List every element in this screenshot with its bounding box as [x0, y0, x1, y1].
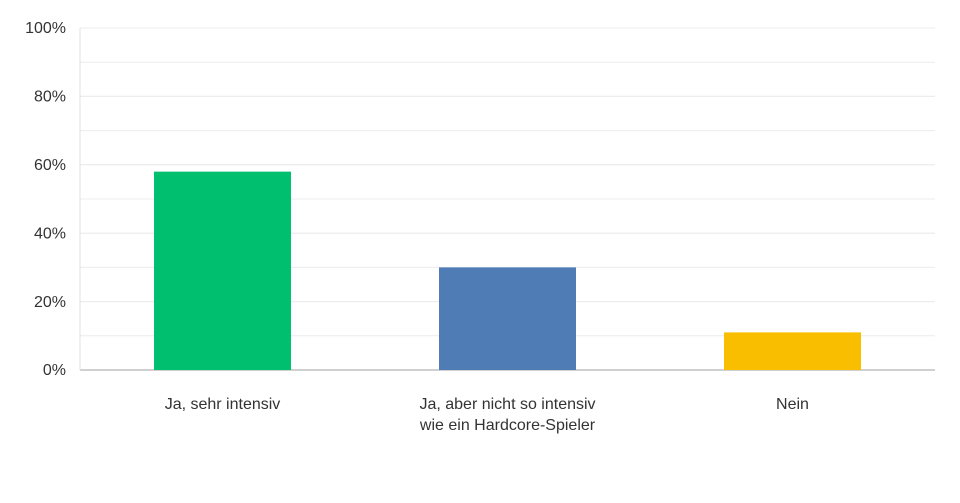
x-tick-label: Ja, sehr intensiv	[164, 396, 281, 413]
y-tick-label: 80%	[34, 89, 66, 106]
bar	[724, 332, 861, 370]
bar	[439, 267, 576, 370]
y-tick-label: 20%	[34, 294, 66, 311]
x-tick-label: Ja, aber nicht so intensiv wie ein Hardc…	[419, 396, 596, 434]
y-tick-label: 60%	[34, 157, 66, 174]
x-tick-label: Nein	[776, 396, 809, 413]
y-tick-label: 40%	[34, 225, 66, 242]
y-tick-label: 100%	[25, 20, 66, 37]
y-tick-label: 0%	[43, 362, 66, 379]
bar	[154, 171, 291, 370]
